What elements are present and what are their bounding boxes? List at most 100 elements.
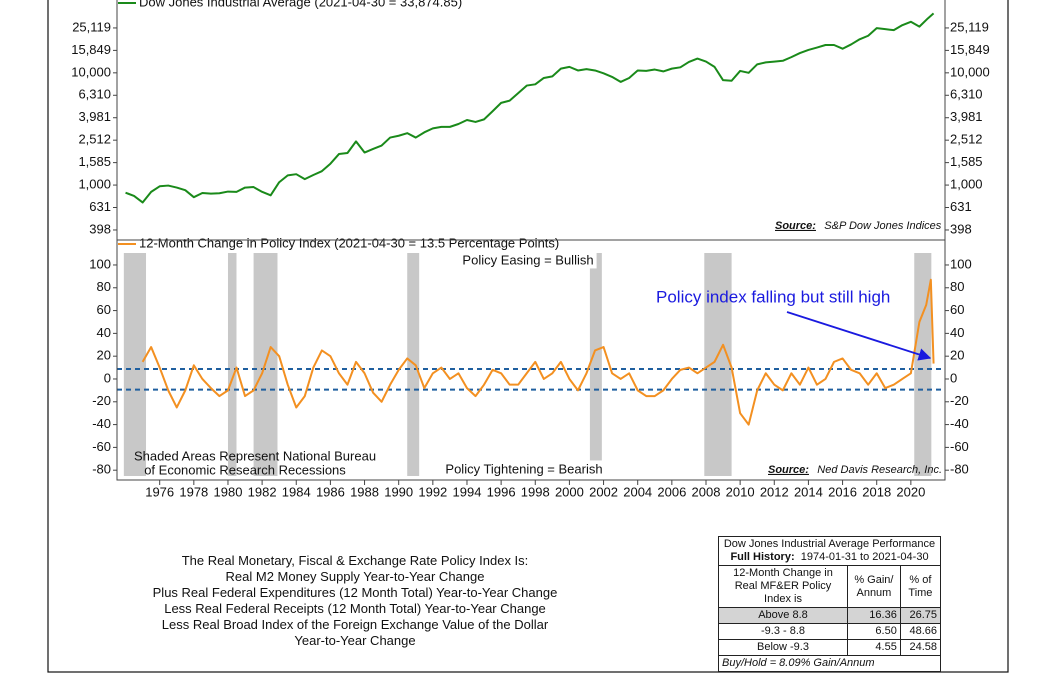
table-cell: Above 8.8 [718,607,848,624]
y-tick-label: -40 [92,416,111,431]
x-tick-label: 2002 [589,484,618,499]
recession-band [914,253,932,476]
x-tick-label: 2000 [555,484,584,499]
y-tick-label: 80 [97,279,111,294]
y-tick-label: 80 [950,279,964,294]
annotation: Shaded Areas Represent National Bureau [134,448,376,463]
table-cell: 6.50 [847,623,901,640]
table-footer-row: Buy/Hold = 8.09% Gain/Annum [718,655,941,672]
y-tick-label: 100 [89,256,111,271]
y-tick-label: 20 [950,348,964,363]
recession-band [123,253,147,476]
performance-table: Dow Jones Industrial Average Performance… [718,536,942,672]
note-line: Less Real Federal Receipts (12 Month Tot… [164,601,546,616]
x-tick-label: 1998 [521,484,550,499]
y-tick-label: 0 [950,370,957,385]
x-tick-label: 2008 [692,484,721,499]
y-tick-label: 398 [89,221,111,236]
y-tick-label: -40 [950,416,969,431]
legend-label: 12-Month Change in Policy Index (2021-04… [139,235,559,250]
y-tick-label: 2,512 [950,132,983,147]
y-tick-label: 40 [97,325,111,340]
note-line: The Real Monetary, Fiscal & Exchange Rat… [181,553,529,568]
source-label: Source: [775,220,816,232]
y-tick-label: -60 [92,439,111,454]
note-line: Year-to-Year Change [294,633,416,648]
x-tick-label: 2006 [657,484,686,499]
annotation: of Economic Research Recessions [144,462,346,477]
table-cell: 26.75 [899,607,942,624]
recession-band [589,253,602,476]
recession-band [704,253,732,476]
table-header: % of Time [899,565,942,608]
y-tick-label: 0 [104,370,111,385]
table-cell: 16.36 [847,607,901,624]
table-title-row: Dow Jones Industrial Average Performance… [718,536,941,566]
source: Ned Davis Research, Inc. [817,464,942,476]
x-tick-label: 1976 [145,484,174,499]
table-row: -9.3 - 8.8 6.50 48.66 [718,623,942,640]
table-footer: Buy/Hold = 8.09% Gain/Annum [718,655,941,672]
y-tick-label: 20 [97,348,111,363]
table-subtitle-label: Full History: [730,551,795,563]
y-tick-label: -60 [950,439,969,454]
x-tick-label: 2012 [760,484,789,499]
table-cell: Below -9.3 [718,639,848,656]
y-tick-label: 10,000 [950,64,990,79]
y-tick-label: 10,000 [71,64,111,79]
y-tick-label: 25,119 [950,19,989,34]
y-tick-label: 6,310 [78,87,111,102]
x-tick-label: 1980 [214,484,243,499]
x-tick-label: 1986 [316,484,345,499]
y-tick-label: 60 [950,302,964,317]
x-tick-label: 1978 [179,484,208,499]
bottom-panel-frame [116,239,946,481]
table-title-cell: Dow Jones Industrial Average Performance… [718,536,941,566]
y-tick-label: 2,512 [78,132,111,147]
table-row: Above 8.8 16.36 26.75 [718,607,942,624]
table-header: 12-Month Change in Real MF&ER Policy Ind… [718,565,848,608]
annotation-background [442,460,606,478]
recession-band [227,253,237,476]
y-tick-label: 631 [950,199,972,214]
y-tick-label: -20 [92,393,111,408]
annotation: Policy index falling but still high [656,287,890,306]
table-subtitle: Full History: 1974-01-31 to 2021-04-30 [722,551,937,564]
x-tick-label: 2018 [862,484,891,499]
x-tick-label: 2014 [794,484,823,499]
y-tick-label: 15,849 [950,42,990,57]
x-tick-label: 1988 [350,484,379,499]
x-tick-label: 1994 [453,484,482,499]
x-tick-label: 1984 [282,484,311,499]
y-tick-label: 1,585 [78,154,111,169]
y-tick-label: 40 [950,325,964,340]
annotation: Policy Easing = Bullish [462,252,593,267]
note-line: Less Real Broad Index of the Foreign Exc… [161,617,549,632]
table-cell: 4.55 [847,639,901,656]
x-tick-label: 1982 [248,484,277,499]
data-line [125,12,935,204]
table-subtitle-text: 1974-01-31 to 2021-04-30 [800,551,929,563]
table-header-row: 12-Month Change in Real MF&ER Policy Ind… [718,565,942,608]
y-tick-label: -80 [950,462,969,477]
x-tick-label: 2010 [726,484,755,499]
data-line [141,278,935,426]
y-tick-label: 100 [950,256,972,271]
top-panel-frame [116,0,946,241]
table-cell: 48.66 [899,623,942,640]
notes: The Real Monetary, Fiscal & Exchange Rat… [130,553,580,649]
y-tick-label: 1,000 [950,177,983,192]
table-header: % Gain/ Annum [847,565,901,608]
y-tick-label: -20 [950,393,969,408]
x-tick-label: 1996 [487,484,516,499]
table-cell: 24.58 [899,639,942,656]
plots: 25,119 25,119 15,849 15,849 10,000 10,000 6,31… [71,0,990,499]
annotation-arrow [786,311,932,361]
y-tick-label: 25,119 [72,19,111,34]
x-tick-label: 2016 [828,484,857,499]
x-tick-label: 2020 [896,484,925,499]
note-line: Real M2 Money Supply Year-to-Year Change [225,569,485,584]
annotation-background [459,251,597,269]
y-tick-label: 631 [89,199,111,214]
